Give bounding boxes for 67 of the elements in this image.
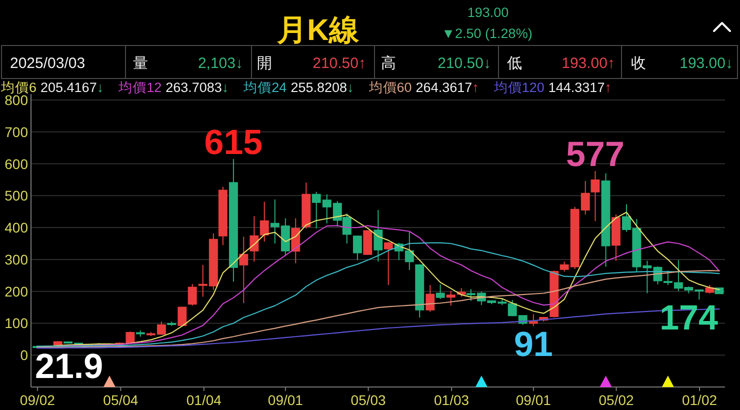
text: 高 xyxy=(381,55,396,72)
chart-title: 月K線 xyxy=(276,14,360,47)
text: ▼2.50 (1.28%) xyxy=(442,26,532,41)
candlestick xyxy=(436,284,445,300)
x-tick-label: 01/02 xyxy=(682,392,718,408)
y-tick-label: 400 xyxy=(4,220,28,236)
candlestick xyxy=(136,330,145,338)
text: 264.3617↑ xyxy=(416,80,479,95)
candlestick xyxy=(384,241,393,286)
candlestick xyxy=(188,284,197,306)
text: 144.3317↑ xyxy=(548,80,612,95)
annotation: 91 xyxy=(514,325,553,364)
y-tick-label: 0 xyxy=(20,347,28,364)
text: 193.00↑ xyxy=(562,55,615,72)
text: 量 xyxy=(133,55,148,72)
text: 收 xyxy=(631,55,646,72)
y-tick-label: 200 xyxy=(4,283,28,300)
x-tick-label: 05/02 xyxy=(598,392,634,408)
text: 均價24 xyxy=(242,80,288,95)
x-tick-label: 09/01 xyxy=(516,392,552,408)
text: 2,103↓ xyxy=(198,55,243,72)
y-tick-label: 700 xyxy=(4,124,28,140)
candlestick xyxy=(611,214,620,262)
candlestick xyxy=(374,210,383,262)
text: 均價12 xyxy=(118,80,162,95)
candlestick xyxy=(601,172,610,268)
text: 205.4167↓ xyxy=(40,80,104,95)
x-tick-label: 01/04 xyxy=(186,392,222,408)
candlestick xyxy=(426,284,435,312)
candlestick xyxy=(446,290,456,306)
annotation: 615 xyxy=(204,122,263,162)
text: 均價120 xyxy=(492,80,544,95)
candlestick xyxy=(239,236,248,304)
x-tick-label: 09/02 xyxy=(20,392,56,408)
candlestick xyxy=(228,158,238,282)
candlestick xyxy=(352,235,362,261)
text: 193.00 xyxy=(467,5,509,20)
candlestick xyxy=(363,230,372,256)
y-tick-label: 100 xyxy=(4,315,28,332)
y-tick-label: 500 xyxy=(4,188,28,204)
candlestick xyxy=(250,216,259,262)
candlestick xyxy=(590,170,600,222)
text: 263.7083↓ xyxy=(166,80,229,95)
candlestick xyxy=(260,201,269,242)
text: 開 xyxy=(257,55,272,72)
x-tick-label: 01/03 xyxy=(434,392,470,408)
x-tick-label: 05/04 xyxy=(103,392,138,408)
annotation: 174 xyxy=(660,298,719,338)
text: 193.00↓ xyxy=(680,55,733,72)
text: 均價60 xyxy=(368,80,412,95)
candlestick xyxy=(415,264,424,318)
text: 2025/03/03 xyxy=(10,55,86,72)
candlestick xyxy=(302,182,311,230)
text: 210.50↑ xyxy=(312,55,366,72)
y-tick-label: 600 xyxy=(4,156,28,172)
candlestick xyxy=(178,306,187,327)
candlestick xyxy=(218,186,228,246)
text: 255.8208↓ xyxy=(290,80,354,95)
text: 均價6 xyxy=(0,80,37,95)
x-tick-label: 05/03 xyxy=(350,392,386,408)
annotation: 21.9 xyxy=(35,347,104,386)
y-tick-label: 300 xyxy=(4,251,28,268)
text: 210.50↓ xyxy=(438,55,491,72)
candlestick xyxy=(167,321,176,326)
text: 低 xyxy=(507,55,522,72)
annotation: 577 xyxy=(566,135,624,174)
x-tick-label: 09/01 xyxy=(268,392,304,408)
